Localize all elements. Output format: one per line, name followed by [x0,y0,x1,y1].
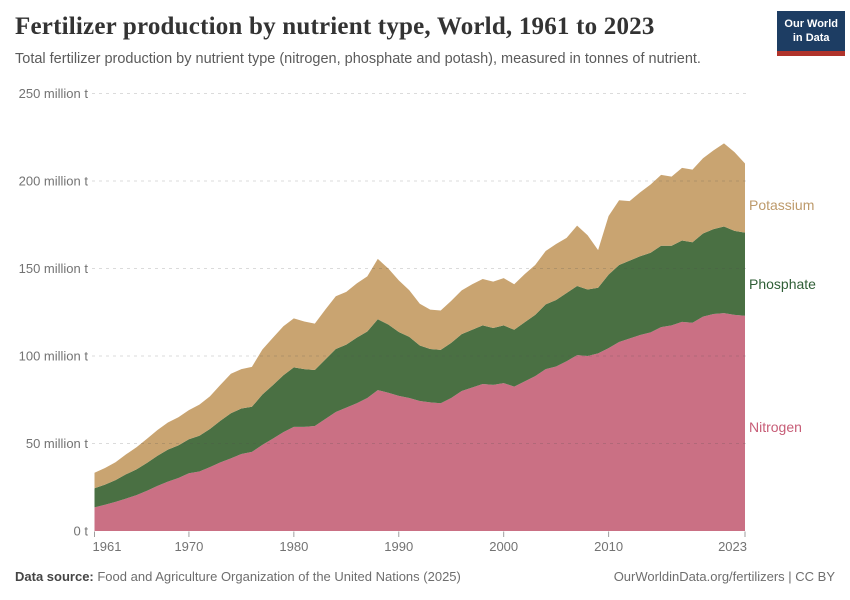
legend-phosphate[interactable]: Phosphate [749,276,816,292]
page-title: Fertilizer production by nutrient type, … [15,13,655,40]
x-tick-label: 1990 [384,539,413,554]
y-tick-label: 250 million t [19,86,89,101]
y-tick-label: 200 million t [19,174,89,189]
legend-potassium[interactable]: Potassium [749,197,814,213]
chart-subtitle: Total fertilizer production by nutrient … [15,51,701,67]
legend-nitrogen[interactable]: Nitrogen [749,419,802,435]
license-note: OurWorldinData.org/fertilizers | CC BY [613,569,835,584]
y-tick-label: 150 million t [19,261,89,276]
area-nitrogen[interactable] [94,313,746,531]
x-tick-label: 2000 [489,539,518,554]
owid-logo-line1: Our World [784,18,838,30]
owid-logo-line2: in Data [792,32,830,45]
y-tick-label: 0 t [74,524,89,539]
y-tick-label: 50 million t [26,436,89,451]
x-tick-label: 2010 [594,539,623,554]
x-tick-label: 2023 [718,539,747,554]
area-potassium[interactable] [94,143,746,489]
y-tick-label: 100 million t [19,349,89,364]
data-source-note: Data source: Food and Agriculture Organi… [15,569,461,584]
x-tick-label: 1970 [174,539,203,554]
x-tick-label: 1980 [279,539,308,554]
owid-logo: Our World in Data [777,11,845,56]
x-tick-label: 1961 [93,539,122,554]
area-phosphate[interactable] [94,226,746,508]
data-source-text: Food and Agriculture Organization of the… [93,569,461,584]
data-source-label: Data source: [15,569,94,584]
